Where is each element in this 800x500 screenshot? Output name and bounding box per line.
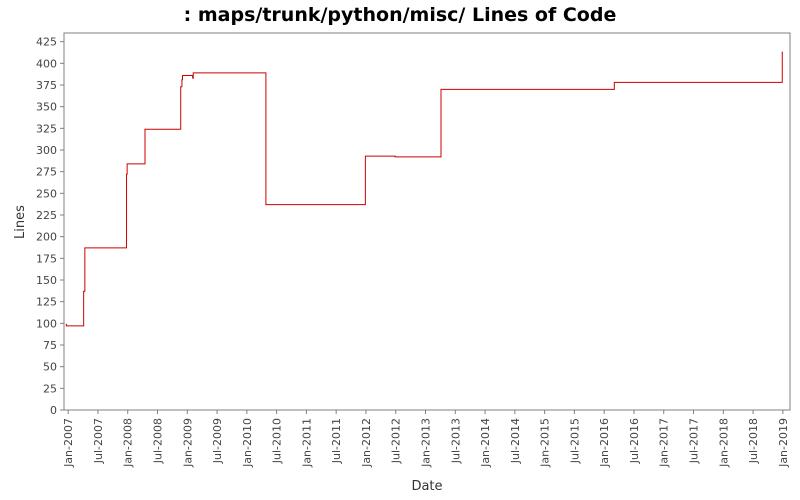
y-tick-label: 225 (36, 209, 57, 222)
series-line (65, 51, 783, 327)
x-tick-label: Jan-2008 (122, 418, 135, 468)
x-tick-label: Jan-2019 (777, 418, 790, 468)
x-tick-label: Jan-2012 (360, 418, 373, 468)
plot-area (63, 32, 791, 411)
x-tick-label: Jul-2012 (390, 418, 403, 464)
x-tick-label: Jan-2010 (241, 418, 254, 468)
chart-title: : maps/trunk/python/misc/ Lines of Code (184, 4, 617, 26)
y-tick-label: 425 (36, 36, 57, 49)
x-tick-label: Jul-2009 (211, 418, 224, 464)
x-axis-label: Date (411, 479, 442, 494)
y-tick-label: 0 (50, 404, 57, 417)
y-tick-label: 325 (36, 122, 57, 135)
x-tick-label: Jul-2016 (628, 418, 641, 464)
y-tick-label: 75 (43, 339, 57, 352)
x-tick-label: Jul-2013 (449, 418, 462, 464)
y-tick-label: 400 (36, 57, 57, 70)
y-tick-label: 100 (36, 317, 57, 330)
x-tick-label: Jan-2017 (658, 418, 671, 468)
x-tick-label: Jul-2015 (568, 418, 581, 464)
x-tick-label: Jul-2008 (152, 418, 165, 464)
y-tick-label: 50 (43, 361, 57, 374)
y-tick-label: 175 (36, 252, 57, 265)
y-axis: 0 25 50 75 100 125 150 175 200 225 250 275 300 325 350… (36, 36, 64, 417)
x-tick-label: Jan-2013 (420, 418, 433, 468)
x-tick-label: Jan-2007 (62, 418, 75, 468)
y-tick-label: 125 (36, 296, 57, 309)
x-tick-label: Jan-2016 (598, 418, 611, 468)
x-tick-label: Jul-2011 (330, 418, 343, 464)
x-axis: Jan-2007 Jul-2007 Jan-2008 Jul-2008 Jan-2009… (62, 410, 790, 468)
x-tick-label: Jan-2011 (300, 418, 313, 468)
x-tick-label: Jan-2018 (717, 418, 730, 468)
x-tick-label: Jul-2014 (509, 418, 522, 464)
y-tick-label: 275 (36, 166, 57, 179)
y-tick-label: 375 (36, 79, 57, 92)
x-tick-label: Jan-2009 (181, 418, 194, 468)
x-tick-label: Jul-2017 (688, 418, 701, 464)
y-tick-label: 150 (36, 274, 57, 287)
x-tick-label: Jul-2010 (271, 418, 284, 464)
y-tick-label: 350 (36, 101, 57, 114)
series-group (65, 51, 783, 327)
y-axis-label: Lines (13, 205, 28, 239)
x-tick-label: Jul-2018 (747, 418, 760, 464)
x-tick-label: Jan-2015 (539, 418, 552, 468)
x-tick-label: Jan-2014 (479, 418, 492, 468)
y-tick-label: 200 (36, 231, 57, 244)
y-tick-label: 25 (43, 382, 57, 395)
y-tick-label: 300 (36, 144, 57, 157)
y-tick-label: 250 (36, 187, 57, 200)
x-tick-label: Jul-2007 (92, 418, 105, 464)
